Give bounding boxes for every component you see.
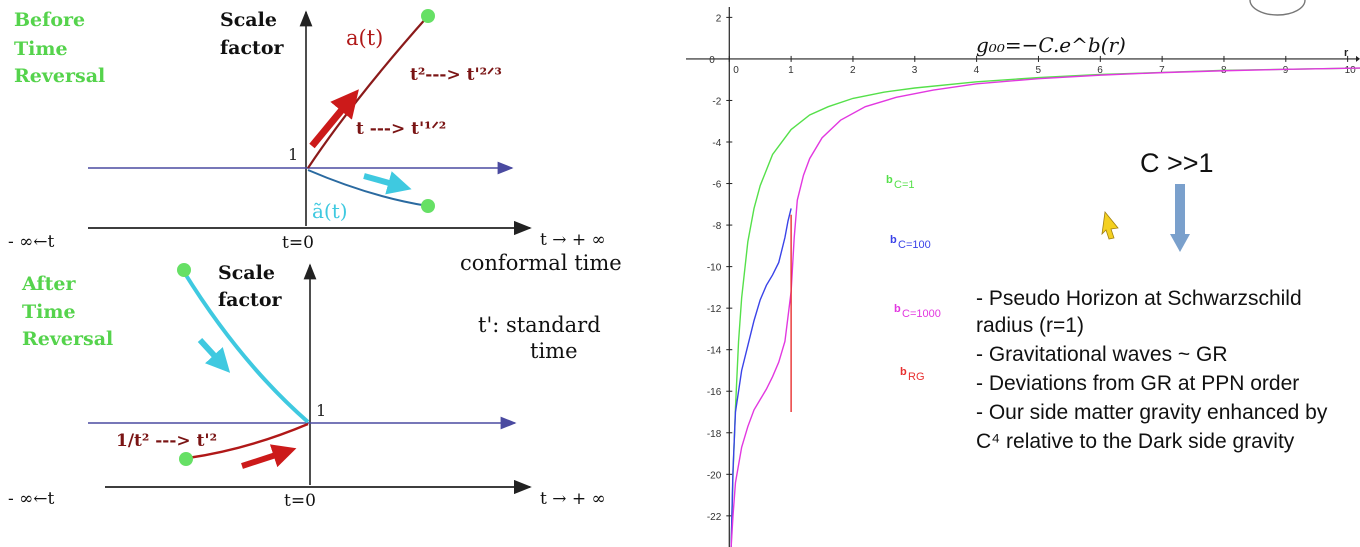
standard-time-line2: time xyxy=(530,339,578,363)
chart-x-tick-label: 6 xyxy=(1097,65,1103,76)
annotation-lower: t ---> t'¹ᐟ² xyxy=(356,119,446,139)
top-x-center-label: t=0 xyxy=(282,233,314,253)
chart-ticks: 0 1 2 3 4 5 6 7 8 9 1020-2-4-6-8-10-12-14-16-18-20… xyxy=(707,13,1356,522)
bottom-x-left-label: - ∞←t xyxy=(8,489,55,509)
after-reversal-diagram: After Time Reversal Scale factor 1/t² --… xyxy=(8,262,606,511)
chart-y-tick-label: -10 xyxy=(707,263,722,274)
legend-rg-base: b xyxy=(900,366,907,378)
bottom-y-label-line1: Scale xyxy=(218,262,275,284)
formula-label: g₀₀=−C.e^b(r) xyxy=(976,33,1126,57)
chart-y-tick-label: -14 xyxy=(707,346,722,357)
chart-y-tick-label: 0 xyxy=(709,55,715,66)
after-title-line3: Reversal xyxy=(22,328,113,350)
legend-c100-sub: C=100 xyxy=(898,239,931,251)
series-line-c-1000 xyxy=(730,67,1360,547)
note-line-6: C⁴ relative to the Dark side gravity xyxy=(976,430,1295,453)
note-line-3: - Gravitational waves ~ GR xyxy=(976,343,1228,366)
bottom-annotation: 1/t² ---> t'² xyxy=(116,431,217,451)
after-title-line1: After xyxy=(21,273,76,295)
chart-x-tick-label: 0 xyxy=(733,65,739,76)
c-much-greater-label: C >>1 xyxy=(1140,148,1214,178)
chart-x-tick-label: 9 xyxy=(1283,65,1289,76)
red-growth-arrow xyxy=(309,89,359,149)
a-t-label: a(t) xyxy=(346,26,383,50)
chart-y-tick-label: -8 xyxy=(712,221,721,232)
bottom-x-center-label: t=0 xyxy=(284,491,316,511)
note-line-4: - Deviations from GR at PPN order xyxy=(976,372,1299,395)
legend-rg: b RG xyxy=(900,366,925,383)
cyan-start-point xyxy=(177,263,191,277)
before-reversal-diagram: Before Time Reversal Scale factor a(t) ã… xyxy=(8,9,622,275)
bottom-x-right-label: t → + ∞ xyxy=(540,489,606,509)
before-title-line2: Time xyxy=(14,38,68,60)
chart-x-tick-label: 5 xyxy=(1035,65,1041,76)
chart-y-tick-label: -20 xyxy=(707,470,722,481)
a-t-curve xyxy=(307,15,429,169)
legend-c1000: b C=1000 xyxy=(894,303,941,320)
red-start-point xyxy=(179,452,193,466)
legend-c100: b C=100 xyxy=(890,234,931,251)
mirror-label: ã(t) xyxy=(312,199,348,223)
red-arrow-bottom xyxy=(241,444,297,469)
r-axis-label: r xyxy=(1344,47,1349,59)
bottom-y-label-line2: factor xyxy=(218,289,283,311)
cyan-arrow-bottom xyxy=(197,337,231,373)
notes-block: - Pseudo Horizon at Schwarzschild radius… xyxy=(976,287,1328,453)
legend-c1: b C=1 xyxy=(886,174,915,191)
annotation-upper: t²---> t'²ᐟ³ xyxy=(410,65,502,85)
chart-x-tick-label: 4 xyxy=(974,65,980,76)
metric-chart: 0 1 2 3 4 5 6 7 8 9 1020-2-4-6-8-10-12-14-16-18-20… xyxy=(686,0,1360,547)
red-bottom-curve xyxy=(187,422,309,460)
chart-y-tick-label: -2 xyxy=(712,96,721,107)
top-origin-value: 1 xyxy=(288,145,298,164)
cyan-decay-curve xyxy=(182,270,310,424)
chart-y-tick-label: -18 xyxy=(707,429,722,440)
mirror-endpoint xyxy=(421,199,435,213)
conformal-time-label: conformal time xyxy=(460,251,622,275)
after-title-line2: Time xyxy=(22,301,76,323)
top-x-left-label: - ∞←t xyxy=(8,232,55,252)
a-t-endpoint xyxy=(421,9,435,23)
chart-y-tick-label: -12 xyxy=(707,304,722,315)
chart-x-tick-label: 10 xyxy=(1345,65,1357,76)
legend-rg-sub: RG xyxy=(908,371,925,383)
standard-time-line1: t': standard xyxy=(478,313,601,337)
note-line-1: - Pseudo Horizon at Schwarzschild xyxy=(976,287,1302,310)
top-y-label-line2: factor xyxy=(220,37,285,59)
chart-y-tick-label: -22 xyxy=(707,512,722,523)
chart-y-tick-label: 2 xyxy=(716,13,722,24)
chart-series xyxy=(730,67,1360,547)
down-arrow-icon xyxy=(1170,234,1190,252)
legend-c1000-sub: C=1000 xyxy=(902,308,941,320)
chart-x-tick-label: 3 xyxy=(912,65,918,76)
chart-y-tick-label: -16 xyxy=(707,387,722,398)
top-x-right-label: t → + ∞ xyxy=(540,230,606,250)
chart-x-tick-label: 1 xyxy=(788,65,794,76)
chart-y-tick-label: -4 xyxy=(712,138,721,149)
chart-y-tick-label: -6 xyxy=(712,180,721,191)
chart-x-tick-label: 2 xyxy=(850,65,856,76)
bottom-origin-value: 1 xyxy=(316,401,326,420)
note-line-5: - Our side matter gravity enhanced by xyxy=(976,401,1328,424)
series-line-c-100 xyxy=(730,208,792,547)
legend-c100-base: b xyxy=(890,234,897,246)
chart-x-tick-label: 7 xyxy=(1159,65,1165,76)
note-line-2: radius (r=1) xyxy=(976,314,1084,337)
pointer-cursor-icon xyxy=(1101,211,1119,240)
before-title-line3: Reversal xyxy=(14,65,105,87)
chart-x-arrow-icon xyxy=(1356,55,1360,62)
cyan-arrow-top xyxy=(363,171,412,195)
down-arrow-shaft xyxy=(1175,184,1185,236)
legend-c1-base: b xyxy=(886,174,893,186)
mirror-curve xyxy=(307,169,429,207)
corner-circle-icon xyxy=(1249,0,1306,16)
legend-c1000-base: b xyxy=(894,303,901,315)
legend-c1-sub: C=1 xyxy=(894,179,915,191)
before-title-line1: Before xyxy=(14,9,85,31)
chart-axes xyxy=(686,7,1360,547)
top-y-label-line1: Scale xyxy=(220,9,277,31)
